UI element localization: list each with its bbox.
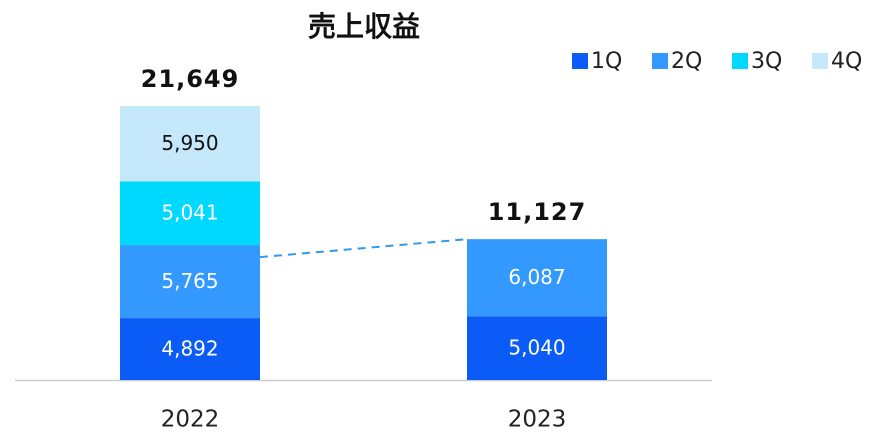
total-label: 21,649 bbox=[141, 65, 240, 93]
value-label: 6,087 bbox=[508, 265, 565, 289]
bar-segment bbox=[120, 318, 260, 380]
legend-swatch bbox=[572, 53, 588, 69]
total-label: 11,127 bbox=[488, 198, 587, 226]
legend-label: 4Q bbox=[831, 49, 862, 74]
legend-label: 1Q bbox=[591, 49, 622, 74]
legend-swatch bbox=[732, 53, 748, 69]
x-tick-label: 2023 bbox=[508, 407, 567, 433]
value-label: 5,041 bbox=[161, 201, 218, 225]
value-label: 5,040 bbox=[508, 336, 565, 360]
value-label: 4,892 bbox=[161, 337, 218, 361]
value-label: 5,765 bbox=[161, 269, 218, 293]
chart-title: 売上収益 bbox=[308, 10, 420, 43]
legend-label: 2Q bbox=[671, 49, 702, 74]
bar-segment bbox=[467, 239, 607, 317]
connector bbox=[259, 238, 468, 259]
legend-label: 3Q bbox=[751, 49, 782, 74]
bar-segment bbox=[467, 316, 607, 380]
x-tick-label: 2022 bbox=[161, 407, 220, 433]
value-label: 5,950 bbox=[161, 131, 218, 155]
legend-swatch bbox=[652, 53, 668, 69]
legend-swatch bbox=[812, 53, 828, 69]
bar-segment bbox=[120, 106, 260, 182]
bar-segment bbox=[120, 181, 260, 246]
bar-segment bbox=[120, 245, 260, 319]
